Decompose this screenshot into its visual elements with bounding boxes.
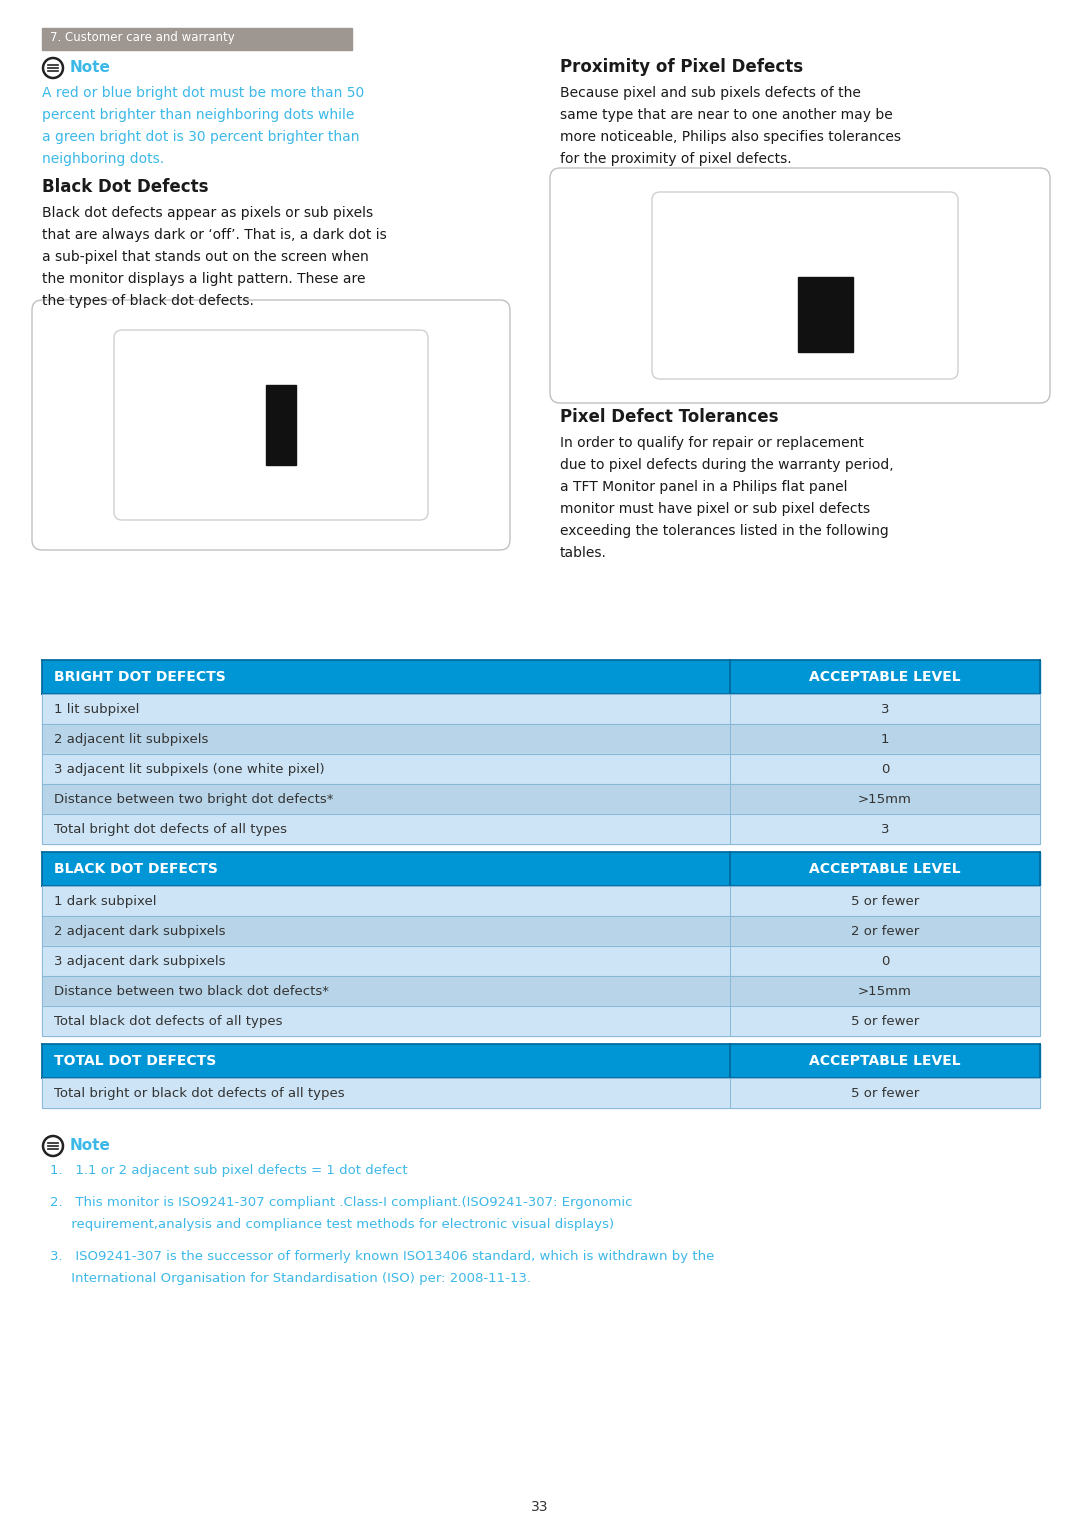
Text: 3 adjacent dark subpixels: 3 adjacent dark subpixels bbox=[54, 955, 226, 967]
Text: 3: 3 bbox=[881, 823, 889, 836]
Bar bbox=[42, 887, 1040, 916]
Bar bbox=[42, 723, 1040, 754]
Text: Total black dot defects of all types: Total black dot defects of all types bbox=[54, 1015, 283, 1029]
Text: 2.   This monitor is ISO9241-307 compliant .Class-I compliant.(ISO9241-307: Ergo: 2. This monitor is ISO9241-307 compliant… bbox=[50, 1196, 633, 1209]
Text: percent brighter than neighboring dots while: percent brighter than neighboring dots w… bbox=[42, 108, 354, 122]
Text: a TFT Monitor panel in a Philips flat panel: a TFT Monitor panel in a Philips flat pa… bbox=[561, 481, 848, 494]
Text: Total bright dot defects of all types: Total bright dot defects of all types bbox=[54, 823, 287, 836]
Text: 5 or fewer: 5 or fewer bbox=[851, 1087, 919, 1100]
Text: Distance between two bright dot defects*: Distance between two bright dot defects* bbox=[54, 794, 334, 806]
Text: Because pixel and sub pixels defects of the: Because pixel and sub pixels defects of … bbox=[561, 85, 861, 101]
Text: 3: 3 bbox=[881, 703, 889, 716]
Text: BRIGHT DOT DEFECTS: BRIGHT DOT DEFECTS bbox=[54, 670, 226, 684]
Bar bbox=[42, 754, 1040, 784]
Text: In order to qualify for repair or replacement: In order to qualify for repair or replac… bbox=[561, 436, 864, 450]
Bar bbox=[42, 1077, 1040, 1108]
Text: tables.: tables. bbox=[561, 546, 607, 560]
Text: neighboring dots.: neighboring dots. bbox=[42, 153, 164, 166]
Text: ACCEPTABLE LEVEL: ACCEPTABLE LEVEL bbox=[809, 670, 961, 684]
FancyBboxPatch shape bbox=[550, 168, 1050, 403]
Text: 5 or fewer: 5 or fewer bbox=[851, 1015, 919, 1029]
Text: 2 adjacent dark subpixels: 2 adjacent dark subpixels bbox=[54, 925, 226, 938]
Text: Pixel Defect Tolerances: Pixel Defect Tolerances bbox=[561, 407, 779, 426]
Text: 3 adjacent lit subpixels (one white pixel): 3 adjacent lit subpixels (one white pixe… bbox=[54, 763, 325, 777]
Text: 33: 33 bbox=[531, 1500, 549, 1514]
Text: BLACK DOT DEFECTS: BLACK DOT DEFECTS bbox=[54, 862, 218, 876]
Text: 5 or fewer: 5 or fewer bbox=[851, 896, 919, 908]
Text: requirement,analysis and compliance test methods for electronic visual displays): requirement,analysis and compliance test… bbox=[50, 1218, 615, 1231]
Bar bbox=[42, 813, 1040, 844]
Text: 0: 0 bbox=[881, 955, 889, 967]
Circle shape bbox=[43, 58, 63, 78]
Bar bbox=[42, 784, 1040, 813]
Text: Total bright or black dot defects of all types: Total bright or black dot defects of all… bbox=[54, 1087, 345, 1100]
Bar bbox=[42, 977, 1040, 1006]
Bar bbox=[42, 1006, 1040, 1036]
Text: exceeding the tolerances listed in the following: exceeding the tolerances listed in the f… bbox=[561, 523, 889, 539]
Text: 1.   1.1 or 2 adjacent sub pixel defects = 1 dot defect: 1. 1.1 or 2 adjacent sub pixel defects =… bbox=[50, 1164, 407, 1177]
Text: TOTAL DOT DEFECTS: TOTAL DOT DEFECTS bbox=[54, 1054, 216, 1068]
Bar bbox=[42, 1044, 1040, 1077]
Circle shape bbox=[43, 1135, 63, 1157]
Text: a green bright dot is 30 percent brighter than: a green bright dot is 30 percent brighte… bbox=[42, 130, 360, 143]
Text: ACCEPTABLE LEVEL: ACCEPTABLE LEVEL bbox=[809, 862, 961, 876]
Text: 1 dark subpixel: 1 dark subpixel bbox=[54, 896, 157, 908]
Bar bbox=[42, 661, 1040, 694]
Text: 1: 1 bbox=[881, 732, 889, 746]
Text: same type that are near to one another may be: same type that are near to one another m… bbox=[561, 108, 893, 122]
Text: 7. Customer care and warranty: 7. Customer care and warranty bbox=[50, 31, 234, 44]
Text: for the proximity of pixel defects.: for the proximity of pixel defects. bbox=[561, 153, 792, 166]
Text: 3.   ISO9241-307 is the successor of formerly known ISO13406 standard, which is : 3. ISO9241-307 is the successor of forme… bbox=[50, 1250, 714, 1264]
Text: Black Dot Defects: Black Dot Defects bbox=[42, 179, 208, 195]
Bar bbox=[42, 916, 1040, 946]
Text: more noticeable, Philips also specifies tolerances: more noticeable, Philips also specifies … bbox=[561, 130, 901, 143]
Text: Proximity of Pixel Defects: Proximity of Pixel Defects bbox=[561, 58, 804, 76]
Text: ACCEPTABLE LEVEL: ACCEPTABLE LEVEL bbox=[809, 1054, 961, 1068]
Text: Note: Note bbox=[70, 60, 111, 75]
Bar bbox=[42, 694, 1040, 723]
Bar bbox=[42, 946, 1040, 977]
Bar bbox=[797, 276, 852, 353]
Text: 0: 0 bbox=[881, 763, 889, 777]
Text: Distance between two black dot defects*: Distance between two black dot defects* bbox=[54, 984, 329, 998]
Text: the monitor displays a light pattern. These are: the monitor displays a light pattern. Th… bbox=[42, 272, 365, 285]
Text: due to pixel defects during the warranty period,: due to pixel defects during the warranty… bbox=[561, 458, 893, 472]
Text: Note: Note bbox=[70, 1138, 111, 1154]
FancyBboxPatch shape bbox=[114, 330, 428, 520]
Text: >15mm: >15mm bbox=[859, 984, 912, 998]
Text: monitor must have pixel or sub pixel defects: monitor must have pixel or sub pixel def… bbox=[561, 502, 870, 516]
FancyBboxPatch shape bbox=[652, 192, 958, 378]
Bar bbox=[266, 385, 296, 465]
Text: that are always dark or ‘off’. That is, a dark dot is: that are always dark or ‘off’. That is, … bbox=[42, 227, 387, 243]
Bar bbox=[42, 852, 1040, 887]
Text: International Organisation for Standardisation (ISO) per: 2008-11-13.: International Organisation for Standardi… bbox=[50, 1273, 531, 1285]
Bar bbox=[42, 27, 352, 50]
Text: the types of black dot defects.: the types of black dot defects. bbox=[42, 295, 254, 308]
Text: >15mm: >15mm bbox=[859, 794, 912, 806]
Text: 2 adjacent lit subpixels: 2 adjacent lit subpixels bbox=[54, 732, 208, 746]
Text: a sub-pixel that stands out on the screen when: a sub-pixel that stands out on the scree… bbox=[42, 250, 368, 264]
Text: 2 or fewer: 2 or fewer bbox=[851, 925, 919, 938]
Text: 1 lit subpixel: 1 lit subpixel bbox=[54, 703, 139, 716]
Text: Black dot defects appear as pixels or sub pixels: Black dot defects appear as pixels or su… bbox=[42, 206, 373, 220]
FancyBboxPatch shape bbox=[32, 301, 510, 549]
Text: A red or blue bright dot must be more than 50: A red or blue bright dot must be more th… bbox=[42, 85, 364, 101]
